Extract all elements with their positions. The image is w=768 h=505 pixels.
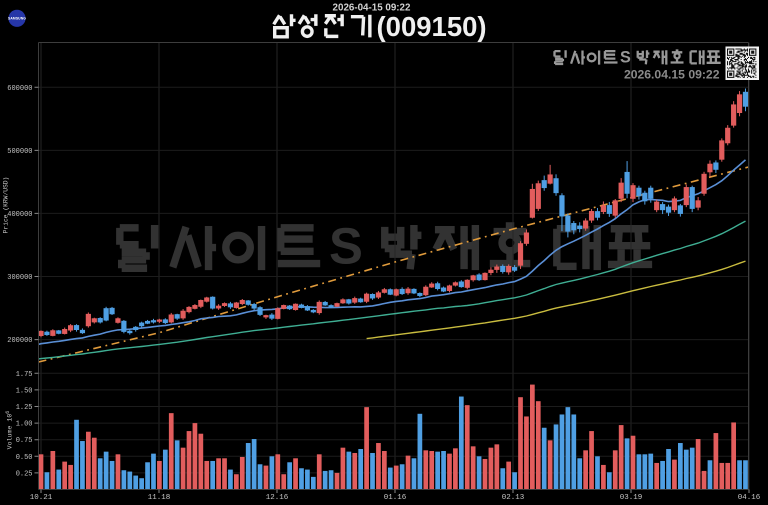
svg-text:Price (KRW/USD): Price (KRW/USD): [3, 177, 10, 234]
svg-text:01.16: 01.16: [384, 494, 407, 502]
svg-text:200000: 200000: [7, 337, 32, 345]
svg-text:Volume 106: Volume 106: [5, 411, 14, 450]
svg-text:S: S: [620, 49, 631, 67]
svg-text:10.21: 10.21: [30, 494, 53, 502]
svg-text:600000: 600000: [7, 85, 32, 93]
svg-text:04.16: 04.16: [738, 494, 761, 502]
svg-text:11.18: 11.18: [148, 494, 171, 502]
svg-text:0.25: 0.25: [16, 470, 33, 478]
svg-text:2026-04-15 09:22: 2026-04-15 09:22: [333, 3, 411, 14]
svg-text:300000: 300000: [7, 274, 32, 282]
svg-text:03.19: 03.19: [620, 494, 643, 502]
svg-text:0.75: 0.75: [16, 437, 33, 445]
svg-text:0.50: 0.50: [16, 454, 33, 462]
svg-text:1.25: 1.25: [16, 404, 33, 412]
svg-text:S: S: [329, 218, 363, 275]
svg-text:2026.04.15 09:22: 2026.04.15 09:22: [624, 68, 720, 82]
svg-text:(009150): (009150): [377, 11, 487, 42]
svg-text:400000: 400000: [7, 211, 32, 219]
svg-text:1.00: 1.00: [16, 421, 33, 429]
svg-text:12.16: 12.16: [266, 494, 289, 502]
svg-text:1.75: 1.75: [16, 371, 33, 379]
svg-text:500000: 500000: [7, 148, 32, 156]
svg-text:02.13: 02.13: [502, 494, 525, 502]
svg-text:1.50: 1.50: [16, 387, 33, 395]
svg-text:SAMSUNG: SAMSUNG: [8, 17, 26, 21]
